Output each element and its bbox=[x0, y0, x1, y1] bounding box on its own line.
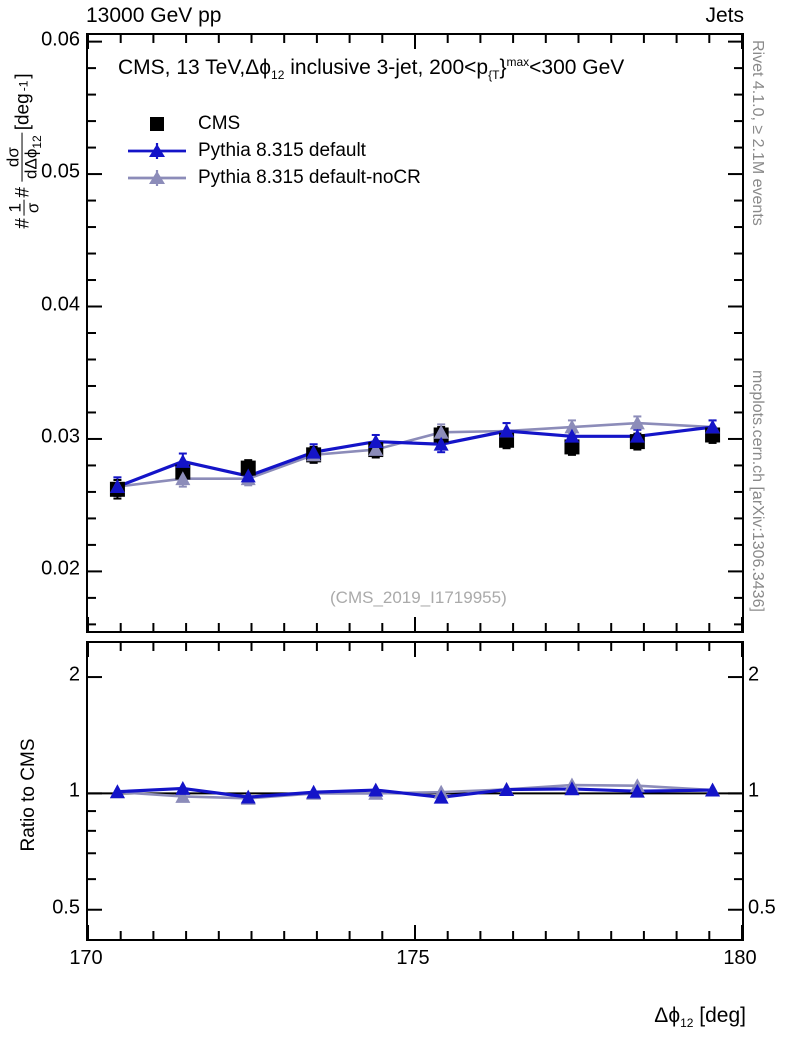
ratio-y-axis-tick-label-right: 2 bbox=[748, 663, 760, 686]
x-axis-tick-labels: 170 175 180 bbox=[0, 947, 786, 977]
plot-title-pt-sub: {T bbox=[488, 68, 500, 83]
legend: CMS Pythia 8.315 default Pythia 8.315 defa… bbox=[126, 110, 421, 191]
x-axis-tick-label: 175 bbox=[396, 947, 430, 969]
plot-title-part3: } bbox=[499, 56, 507, 79]
legend-square-marker-icon bbox=[126, 114, 188, 134]
plot-title-part2: inclusive 3-jet, 200<p bbox=[284, 56, 489, 79]
ratio-y-axis-tick-label: 0.5 bbox=[52, 896, 80, 919]
x-axis-title-sub: 12 bbox=[680, 1016, 694, 1031]
main-plot-panel bbox=[86, 33, 744, 633]
ratio-plot-canvas bbox=[87, 643, 743, 939]
y-axis-tick-label: 0.06 bbox=[41, 28, 80, 51]
analysis-watermark: (CMS_2019_I1719955) bbox=[330, 588, 507, 607]
x-axis-tick-label: 180 bbox=[723, 947, 757, 969]
legend-label: Pythia 8.315 default bbox=[198, 139, 366, 161]
legend-label: CMS bbox=[198, 112, 241, 134]
plot-title-pt-sup: max bbox=[506, 55, 530, 69]
side-annotation-rivet-text: Rivet 4.1.0, ≥ 2.1M events bbox=[749, 40, 766, 226]
legend-label: Pythia 8.315 default-noCR bbox=[198, 166, 421, 188]
y-axis-tick-label: 0.04 bbox=[41, 293, 80, 315]
ratio-y-axis-tick-labels-right: 0.5 1 2 bbox=[748, 0, 786, 1024]
header-beam-label: 13000 GeV pp bbox=[86, 4, 222, 27]
x-axis-title-main: Δϕ bbox=[654, 1004, 681, 1027]
plot-title-part4: <300 GeV bbox=[529, 56, 625, 79]
ratio-y-axis-tick-labels-left: 0.5 1 2 bbox=[0, 0, 80, 1024]
y-axis-tick-label: 0.02 bbox=[41, 557, 80, 580]
plot-root: 13000 GeV pp Jets #1 σ # dσ dΔϕ12 [deg -1] Ra… bbox=[0, 0, 786, 1030]
plot-title-part1: CMS, 13 TeV, bbox=[118, 56, 246, 79]
ratio-plot-panel bbox=[86, 641, 744, 941]
x-axis-title-units: [deg] bbox=[693, 1004, 746, 1027]
legend-entry[interactable]: Pythia 8.315 default-noCR bbox=[126, 164, 421, 191]
x-axis-title: Δϕ12 [deg] bbox=[632, 980, 746, 1054]
legend-triangle-marker-icon bbox=[126, 141, 188, 161]
plot-title-dphi: Δϕ bbox=[245, 56, 272, 79]
side-annotation-mcplots-text: mcplots.cern.ch [arXiv:1306.3436] bbox=[749, 370, 766, 612]
header-category-label: Jets bbox=[705, 4, 744, 27]
plot-title: CMS, 13 TeV,Δϕ12 inclusive 3-jet, 200<p{… bbox=[118, 55, 624, 82]
ratio-y-axis-tick-label-right: 0.5 bbox=[748, 896, 776, 919]
y-axis-tick-label: 0.03 bbox=[41, 425, 80, 448]
y-axis-tick-labels: 0.02 0.03 0.04 0.05 0.06 bbox=[0, 0, 80, 1024]
legend-entry[interactable]: Pythia 8.315 default bbox=[126, 137, 421, 164]
legend-triangle-marker-icon bbox=[126, 168, 188, 188]
x-axis-tick-label: 170 bbox=[69, 947, 103, 969]
legend-entry[interactable]: CMS bbox=[126, 110, 421, 137]
y-axis-tick-label: 0.05 bbox=[41, 160, 80, 183]
plot-title-dphi-sub: 12 bbox=[271, 68, 285, 83]
main-plot-canvas bbox=[87, 35, 743, 631]
ratio-y-axis-tick-label: 2 bbox=[68, 663, 80, 686]
ratio-y-axis-tick-label-right: 1 bbox=[748, 779, 760, 802]
ratio-y-axis-tick-label: 1 bbox=[68, 779, 80, 802]
